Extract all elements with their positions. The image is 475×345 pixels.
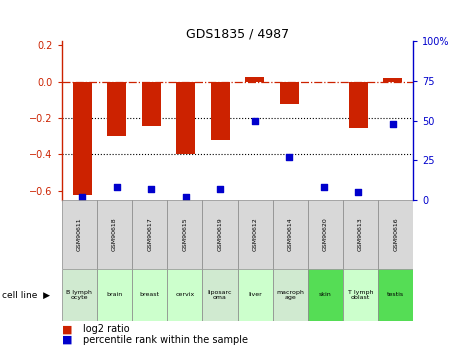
Bar [97, 200, 132, 269]
Bar [343, 269, 378, 321]
Text: B lymph
ocyte: B lymph ocyte [66, 289, 92, 300]
Text: testis: testis [387, 293, 404, 297]
Bar [245, 77, 264, 81]
Text: liver: liver [248, 293, 262, 297]
Text: T lymph
oblast: T lymph oblast [348, 289, 373, 300]
Bar [107, 81, 126, 136]
Bar [378, 269, 413, 321]
Text: GSM90615: GSM90615 [182, 218, 187, 252]
Bar [343, 200, 378, 269]
Bar [62, 269, 97, 321]
Bar [167, 269, 202, 321]
Text: cell line  ▶: cell line ▶ [2, 290, 50, 299]
Point [113, 185, 121, 190]
Bar [142, 81, 161, 126]
Point [79, 194, 86, 200]
Text: skin: skin [319, 293, 332, 297]
Text: GSM90616: GSM90616 [393, 218, 398, 252]
Point [320, 185, 327, 190]
Point [251, 118, 258, 124]
Title: GDS1835 / 4987: GDS1835 / 4987 [186, 27, 289, 40]
Bar [132, 200, 167, 269]
Bar [280, 81, 299, 104]
Text: cervix: cervix [175, 293, 194, 297]
Point [217, 186, 224, 192]
Point [285, 155, 293, 160]
Text: GSM90613: GSM90613 [358, 218, 363, 252]
Bar [62, 200, 97, 269]
Bar [176, 81, 195, 154]
Point [148, 186, 155, 192]
Text: brain: brain [106, 293, 123, 297]
Bar [383, 78, 402, 81]
Bar [132, 269, 167, 321]
Bar [349, 81, 368, 128]
Text: ■: ■ [62, 335, 72, 345]
Text: GSM90620: GSM90620 [323, 218, 328, 252]
Text: log2 ratio: log2 ratio [83, 325, 130, 334]
Text: GSM90611: GSM90611 [77, 218, 82, 252]
Text: breast: breast [140, 293, 160, 297]
Point [354, 189, 362, 195]
Text: GSM90617: GSM90617 [147, 218, 152, 252]
Bar [211, 81, 230, 140]
Bar [308, 200, 343, 269]
Bar [273, 269, 308, 321]
Point [389, 121, 396, 127]
Bar [378, 200, 413, 269]
Text: GSM90618: GSM90618 [112, 218, 117, 252]
Bar [273, 200, 308, 269]
Bar [202, 269, 238, 321]
Bar [97, 269, 132, 321]
Text: GSM90612: GSM90612 [253, 218, 257, 252]
Text: GSM90614: GSM90614 [288, 218, 293, 252]
Text: GSM90619: GSM90619 [218, 218, 222, 252]
Text: liposarc
oma: liposarc oma [208, 289, 232, 300]
Point [182, 194, 190, 200]
Bar [308, 269, 343, 321]
Bar [238, 269, 273, 321]
Bar [167, 200, 202, 269]
Bar [238, 200, 273, 269]
Bar [73, 81, 92, 195]
Text: percentile rank within the sample: percentile rank within the sample [83, 335, 248, 345]
Bar [314, 81, 333, 82]
Text: macroph
age: macroph age [276, 289, 304, 300]
Bar [202, 200, 238, 269]
Text: ■: ■ [62, 325, 72, 334]
